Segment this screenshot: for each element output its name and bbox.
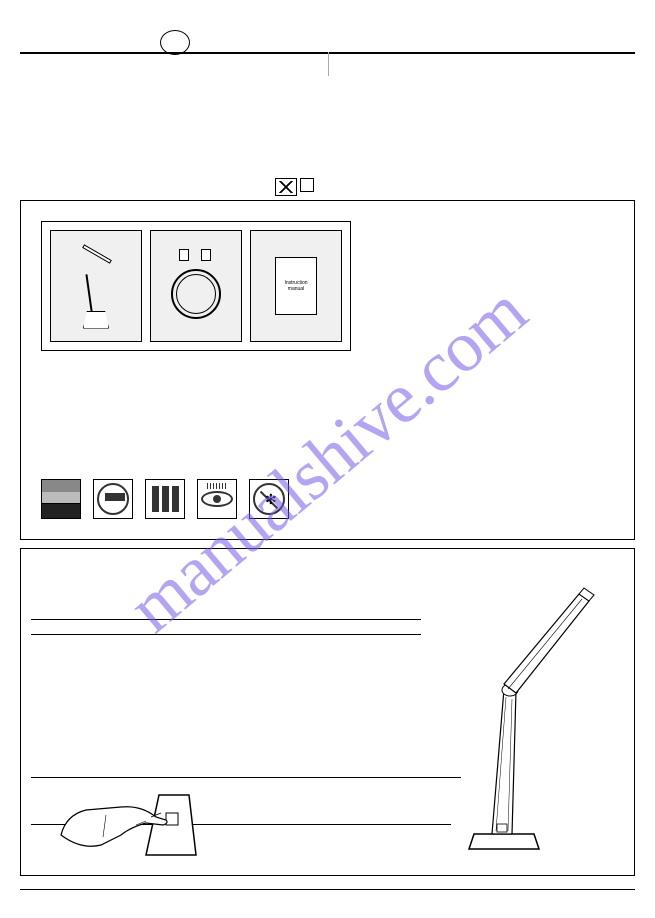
- cable-illustration: [161, 244, 231, 329]
- header-divider: [328, 52, 329, 76]
- touch-operation-illustration: [51, 765, 211, 860]
- product-diagram-panel: [20, 548, 635, 876]
- manual-illustration: Instruction manual: [275, 257, 317, 315]
- lamp-illustration: [71, 244, 121, 329]
- feature-icons-row: [41, 479, 289, 519]
- feature-no-flicker-icon: [249, 479, 289, 519]
- manual-label-2: manual: [288, 286, 304, 292]
- content-cable: [150, 230, 242, 342]
- callout-line-1b: [31, 634, 421, 635]
- contents-features-panel: Instruction manual: [20, 200, 635, 540]
- lamp-diagram: [404, 569, 604, 864]
- feature-color-modes-icon: [41, 479, 81, 519]
- weee-bin-icon: [275, 178, 297, 196]
- feature-color-temper-icon: [93, 479, 133, 519]
- content-manual: Instruction manual: [250, 230, 342, 342]
- content-lamp: [50, 230, 142, 342]
- feature-battery-icon: [145, 479, 185, 519]
- weee-small-icon: [300, 178, 314, 192]
- weee-symbols: [275, 178, 314, 196]
- feature-eye-care-icon: [197, 479, 237, 519]
- callout-line-1: [31, 619, 421, 620]
- package-contents: Instruction manual: [41, 221, 351, 351]
- footer-rule: [20, 889, 635, 891]
